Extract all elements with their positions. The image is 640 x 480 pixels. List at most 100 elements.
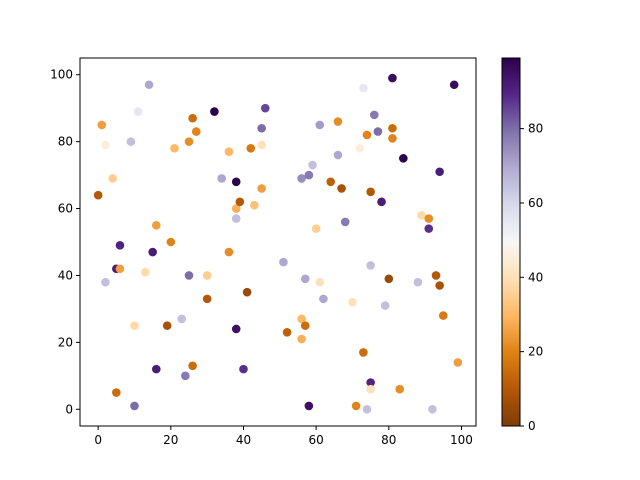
scatter-point [257, 123, 266, 133]
scatter-point [257, 140, 266, 150]
y-axis: 0 20 40 60 80 100 [50, 68, 80, 416]
scatter-point [202, 294, 212, 304]
scatter-point [141, 267, 150, 277]
scatter-point [417, 210, 426, 220]
scatter-point [181, 371, 190, 381]
scatter-point [424, 224, 434, 233]
scatter-point [250, 200, 259, 210]
scatter-point [108, 174, 117, 183]
scatter-point [151, 364, 161, 374]
scatter-point [162, 321, 172, 330]
scatter-point [97, 120, 107, 130]
scatter-point [231, 177, 241, 187]
scatter-point [388, 133, 397, 143]
scatter-point [282, 328, 292, 337]
scatter-point [93, 190, 103, 200]
scatter-point [355, 144, 365, 153]
scatter-point [413, 277, 423, 287]
scatter-point [191, 127, 201, 136]
scatter-point [217, 174, 226, 183]
scatter-point [170, 144, 179, 153]
scatter-point [126, 137, 136, 146]
scatter-point [373, 127, 383, 136]
scatter-point [239, 364, 248, 374]
scatter-point [366, 261, 375, 270]
x-tick-label: 20 [163, 433, 178, 447]
scatter-point [315, 120, 325, 130]
scatter-point [188, 361, 197, 371]
scatter-point [144, 80, 154, 90]
colorbar-tick-label: 0 [528, 419, 536, 433]
y-tick-label: 100 [50, 68, 73, 82]
y-tick-label: 60 [58, 202, 73, 216]
scatter-point [359, 83, 368, 93]
y-tick-label: 40 [58, 268, 73, 282]
scatter-point [351, 401, 361, 411]
scatter-point [177, 314, 187, 324]
scatter-point [449, 80, 459, 90]
scatter-point [369, 110, 379, 120]
scatter-point [115, 264, 125, 274]
scatter-point [231, 324, 241, 334]
points-layer [93, 73, 463, 414]
scatter-point [279, 257, 288, 267]
scatter-point [395, 384, 405, 394]
scatter-point [359, 348, 368, 357]
scatter-point [184, 271, 194, 280]
scatter-point [231, 214, 241, 223]
colorbar-tick-label: 80 [528, 122, 543, 136]
scatter-point [435, 167, 444, 177]
scatter-point [101, 277, 110, 287]
scatter-point [133, 107, 143, 116]
scatter-point [297, 334, 306, 344]
y-tick-label: 80 [58, 135, 73, 149]
scatter-point [384, 274, 394, 284]
scatter-point [130, 321, 139, 330]
scatter-point [308, 160, 317, 170]
scatter-point [399, 154, 408, 163]
scatter-point [115, 241, 125, 250]
scatter-point [388, 73, 397, 83]
scatter-point [333, 117, 343, 126]
scatter-point [366, 187, 375, 197]
y-tick-label: 20 [58, 335, 73, 349]
x-axis: 0 20 40 60 80 100 [94, 426, 473, 447]
scatter-point [428, 404, 437, 414]
scatter-point [246, 144, 256, 153]
scatter-point [224, 147, 234, 156]
scatter-point [184, 137, 194, 146]
scatter-point [340, 217, 350, 227]
colorbar-tick-label: 40 [528, 270, 543, 284]
scatter-point [257, 184, 266, 193]
scatter-point [242, 287, 252, 297]
scatter-point [453, 358, 463, 367]
axes-frame [79, 57, 477, 427]
scatter-point [231, 204, 241, 213]
scatter-point [362, 130, 372, 140]
scatter-point [337, 184, 346, 193]
scatter-point [366, 378, 375, 387]
scatter-point [148, 247, 157, 257]
x-tick-label: 40 [236, 433, 251, 447]
scatter-point [166, 237, 176, 247]
scatter-point [130, 401, 139, 411]
colorbar-tick-label: 60 [528, 196, 543, 210]
scatter-point [188, 113, 197, 123]
scatter-point [431, 271, 441, 280]
scatter-point [315, 277, 325, 287]
scatter-point [424, 214, 434, 223]
scatter-point [439, 311, 448, 320]
scatter-point [101, 140, 110, 150]
x-tick-label: 0 [94, 433, 102, 447]
scatter-point [304, 170, 314, 180]
x-tick-label: 60 [309, 433, 324, 447]
scatter-point [300, 321, 310, 330]
scatter-point [311, 224, 321, 233]
x-tick-label: 80 [381, 433, 396, 447]
scatter-point [319, 294, 328, 304]
scatter-point [260, 103, 270, 113]
scatter-point [300, 274, 310, 284]
scatter-point [377, 197, 386, 207]
